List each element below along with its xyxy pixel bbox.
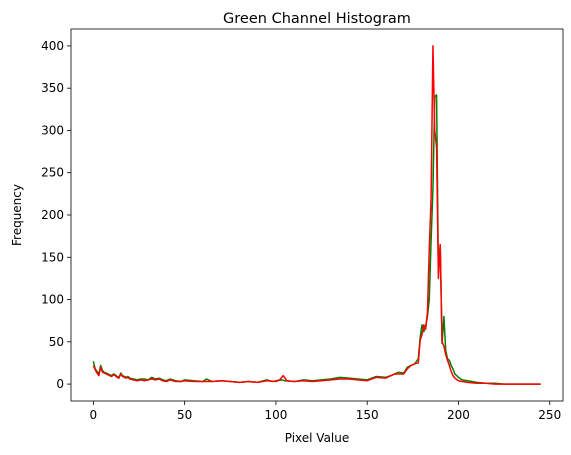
chart-title: Green Channel Histogram [223, 11, 411, 27]
x-tick-label: 250 [538, 408, 561, 422]
y-tick-label: 400 [41, 39, 64, 53]
x-axis: 0 50 100 150 200 250 [90, 401, 561, 422]
y-tick-label: 300 [41, 123, 64, 137]
y-tick-label: 100 [41, 293, 64, 307]
x-tick-label: 50 [177, 408, 192, 422]
y-tick-label: 200 [41, 208, 64, 222]
y-tick-label: 50 [49, 335, 64, 349]
x-tick-label: 100 [264, 408, 287, 422]
y-tick-label: 250 [41, 166, 64, 180]
plot-lines [92, 45, 541, 385]
plot-frame [70, 28, 564, 402]
x-tick-label: 0 [90, 408, 98, 422]
series-line-2 [92, 45, 541, 385]
x-tick-label: 150 [356, 408, 379, 422]
series-line-1 [92, 94, 541, 385]
y-axis: 0 50 100 150 200 250 300 350 400 [41, 39, 71, 391]
x-axis-label: Pixel Value [285, 431, 350, 445]
y-axis-label: Frequency [10, 184, 24, 246]
y-tick-label: 0 [56, 377, 64, 391]
y-tick-label: 150 [41, 250, 64, 264]
x-tick-label: 200 [447, 408, 470, 422]
y-tick-label: 350 [41, 81, 64, 95]
